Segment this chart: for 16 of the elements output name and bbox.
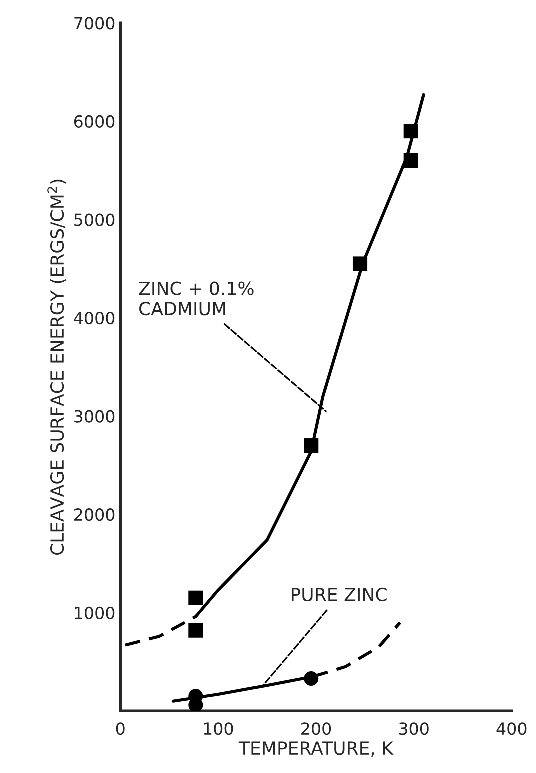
x-tick-label: 400 — [496, 722, 527, 736]
y-tick-label: 3000 — [74, 410, 115, 423]
y-tick-label: 7000 — [74, 17, 115, 30]
y-tick-label: 1000 — [75, 606, 115, 620]
annotation: PURE ZINC — [292, 588, 387, 602]
y-tick-label: 2000 — [74, 508, 115, 522]
y-tick-label: 6000 — [74, 115, 115, 128]
y-tick-label: 4000 — [74, 312, 115, 325]
x-tick-label: 100 — [204, 722, 234, 736]
x-tick-label: 0 — [116, 722, 125, 736]
x-axis-title: TEMPERATURE, K — [238, 742, 394, 757]
x-tick-label: 200 — [302, 722, 332, 736]
y-axis-title: CLEAVAGE SURFACE ENERGY (ERGS/CM$^{2}$) — [48, 180, 66, 556]
x-tick-label: 300 — [399, 722, 429, 736]
y-tick-label: 5000 — [74, 214, 115, 226]
annotation: ZINC + 0.1% CADMIUM — [139, 282, 254, 316]
